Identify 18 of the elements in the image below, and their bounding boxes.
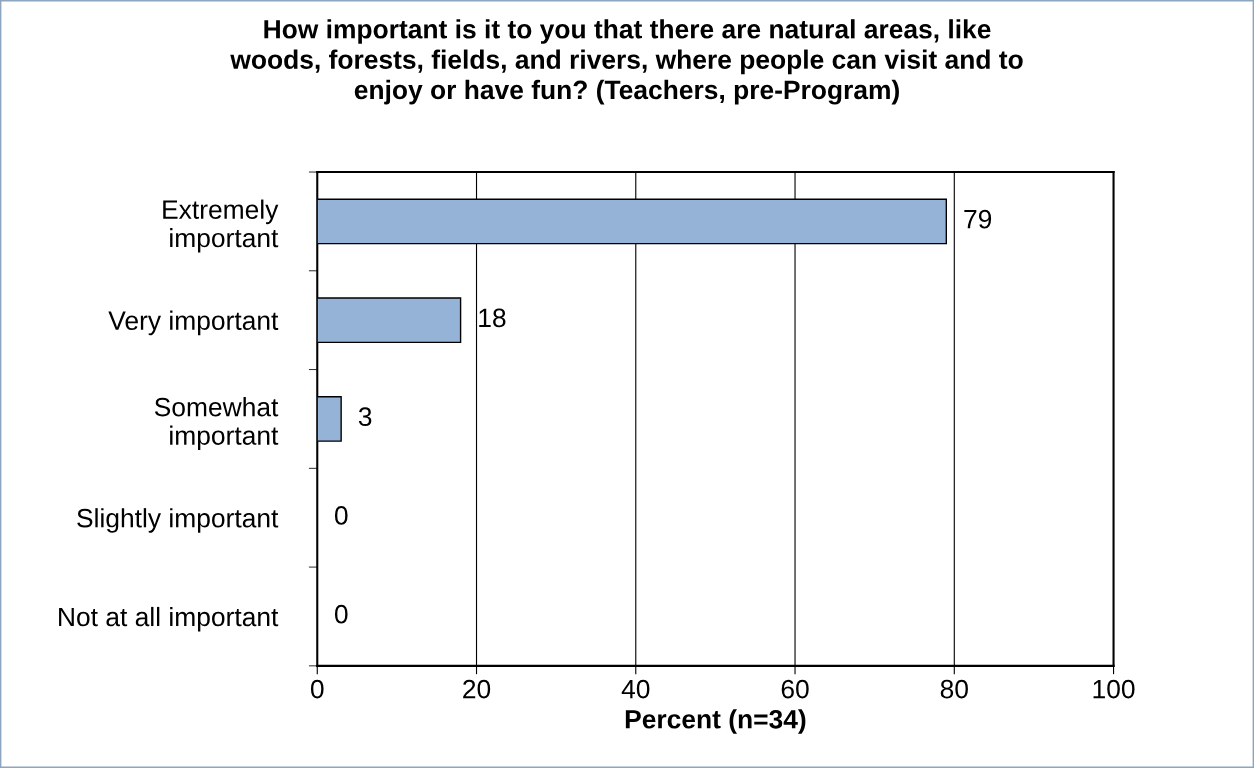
y-tick-label: Somewhat important: [154, 397, 279, 451]
x-tick-label: 100: [1093, 679, 1135, 699]
data-label: 18: [479, 308, 506, 328]
y-tick-label: Very important: [108, 310, 279, 336]
x-tick-label: 0: [310, 679, 324, 699]
data-label: 0: [334, 604, 348, 624]
y-tick-label: Extremely important: [163, 199, 279, 253]
x-tick-label: 60: [781, 679, 809, 699]
x-axis-title: Percent (n=34): [625, 709, 806, 734]
y-tick-label: Slightly important: [77, 508, 279, 533]
data-label: 79: [964, 209, 992, 229]
data-label: 0: [334, 506, 348, 525]
data-label: 3: [358, 407, 372, 427]
x-tick-label: 20: [463, 679, 491, 699]
x-tick-label: 80: [940, 679, 968, 699]
x-tick-label: 40: [621, 679, 650, 699]
y-tick-label: Not at all important: [59, 606, 279, 632]
chart-title: How important is it to you that there are natural areas, like woods, forests, fields, and rivers, where people can visit and to enjoy or have fun? (Teachers, pre-Program): [230, 19, 1023, 105]
